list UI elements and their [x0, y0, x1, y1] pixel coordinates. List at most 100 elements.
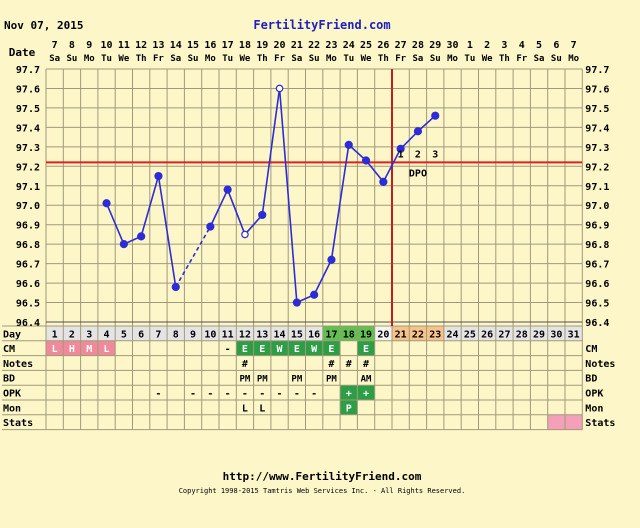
weekday-label: Su: [67, 54, 78, 64]
y-tick-label-left: 96.4: [16, 318, 40, 329]
day-cell: [167, 326, 185, 341]
weekday-label: Mo: [84, 54, 95, 64]
temp-segment: [209, 189, 229, 227]
day-cell: [97, 326, 116, 341]
stats-row-label-right: Stats: [585, 418, 615, 429]
y-tick-label-left: 96.5: [16, 299, 40, 310]
date-label: 16: [204, 40, 216, 51]
site-title[interactable]: FertilityFriend.com: [253, 18, 390, 32]
temp-segment: [313, 259, 333, 296]
temp-point: [154, 171, 163, 181]
temp-point: [361, 156, 371, 165]
day-number: 11: [222, 329, 234, 340]
day-cell: [184, 326, 202, 341]
day-cell: [270, 326, 289, 341]
day-number: 21: [395, 329, 407, 340]
weekday-label: Tu: [343, 54, 354, 64]
temp-point: [171, 282, 180, 292]
cm-value: E: [294, 344, 300, 355]
temp-segment: [140, 175, 160, 237]
date-label: 18: [239, 40, 251, 51]
date-label: 1: [467, 40, 473, 51]
weekday-label: We: [361, 54, 372, 64]
day-number: 30: [550, 329, 562, 340]
bd-value: PM: [291, 375, 302, 385]
mon-value: L: [259, 403, 265, 414]
date-label: 22: [308, 40, 320, 51]
day-cell: [530, 326, 548, 341]
y-tick-label-right: 97.5: [585, 104, 609, 115]
bd-row-label-right: BD: [585, 374, 597, 385]
cm-bleeding-cell: [80, 340, 98, 356]
cm-value: L: [52, 344, 58, 355]
temp-point: [396, 144, 405, 153]
day-number: 15: [291, 329, 303, 340]
opk-value: -: [259, 389, 265, 400]
stats-row-label-left: Stats: [3, 418, 33, 429]
weekday-label: Su: [309, 54, 320, 64]
y-tick-label-right: 96.5: [585, 299, 609, 310]
cm-bleeding-cell: [46, 340, 64, 356]
cm-value: E: [328, 344, 334, 355]
text-layer: Date7Sa8Su9Mo10Tu11We12Th13Fr14Sa15Su16M…: [3, 40, 615, 429]
stats-cell: [547, 414, 565, 430]
cm-value: H: [69, 344, 75, 355]
date-label: 26: [377, 40, 389, 51]
date-label: 17: [222, 40, 234, 51]
notes-value: #: [328, 359, 334, 370]
date-label: 13: [152, 40, 164, 51]
day-number: 2: [69, 329, 75, 340]
date-label: 11: [118, 40, 130, 51]
notes-value: #: [346, 359, 352, 370]
weekday-label: Sa: [291, 54, 302, 64]
temp-point: [431, 111, 440, 120]
weekday-label: Su: [188, 54, 199, 64]
weekday-label: We: [118, 54, 129, 64]
y-tick-label-left: 96.7: [16, 260, 40, 271]
day-cell: [219, 326, 237, 341]
day-number: 8: [173, 329, 179, 340]
day-number: 27: [498, 329, 510, 340]
footer-url[interactable]: http://www.FertilityFriend.com: [223, 470, 422, 483]
cm-value: W: [277, 344, 284, 355]
y-tick-label-left: 97.5: [16, 104, 40, 115]
y-tick-label-left: 97.7: [16, 65, 40, 76]
opk-value: -: [207, 389, 213, 400]
opk-value: -: [242, 389, 248, 400]
marks-layer: [46, 69, 583, 326]
y-tick-label-right: 97.7: [585, 65, 609, 76]
y-tick-label-left: 97.0: [16, 201, 40, 212]
y-tick-label-right: 97.3: [585, 143, 609, 154]
fertile-day-cell: [357, 326, 375, 341]
day-number: 31: [568, 329, 580, 340]
day-number: 20: [377, 329, 389, 340]
weekday-label: Fr: [274, 54, 285, 64]
opk-value: +: [346, 389, 352, 400]
y-tick-label-right: 97.2: [585, 162, 609, 173]
day-cell: [513, 326, 531, 341]
y-tick-label-right: 96.4: [585, 318, 609, 329]
cm-value: E: [242, 344, 248, 355]
date-label: 28: [412, 40, 424, 51]
date-label: 23: [325, 40, 337, 51]
day-number: 9: [190, 329, 196, 340]
day-number: 25: [464, 329, 476, 340]
temp-point: [310, 290, 319, 299]
opk-row-label-left: OPK: [3, 389, 21, 400]
cm-bleeding-cell: [97, 340, 116, 356]
opk-row-label-right: OPK: [585, 389, 603, 400]
weekday-label: Mo: [447, 54, 458, 64]
temp-point: [223, 185, 232, 194]
day-number: 14: [274, 329, 286, 340]
weekday-label: Tu: [222, 54, 233, 64]
mon-value: P: [346, 403, 352, 414]
day-number: 7: [155, 329, 161, 340]
fertile-day-cell: [340, 326, 358, 341]
y-tick-label-left: 97.4: [16, 123, 40, 134]
date-label: 21: [291, 40, 303, 51]
mon-row-label-left: Mon: [3, 403, 21, 414]
day-cell: [115, 326, 133, 341]
bd-value: PM: [257, 375, 268, 385]
y-tick-label-right: 96.6: [585, 279, 609, 290]
